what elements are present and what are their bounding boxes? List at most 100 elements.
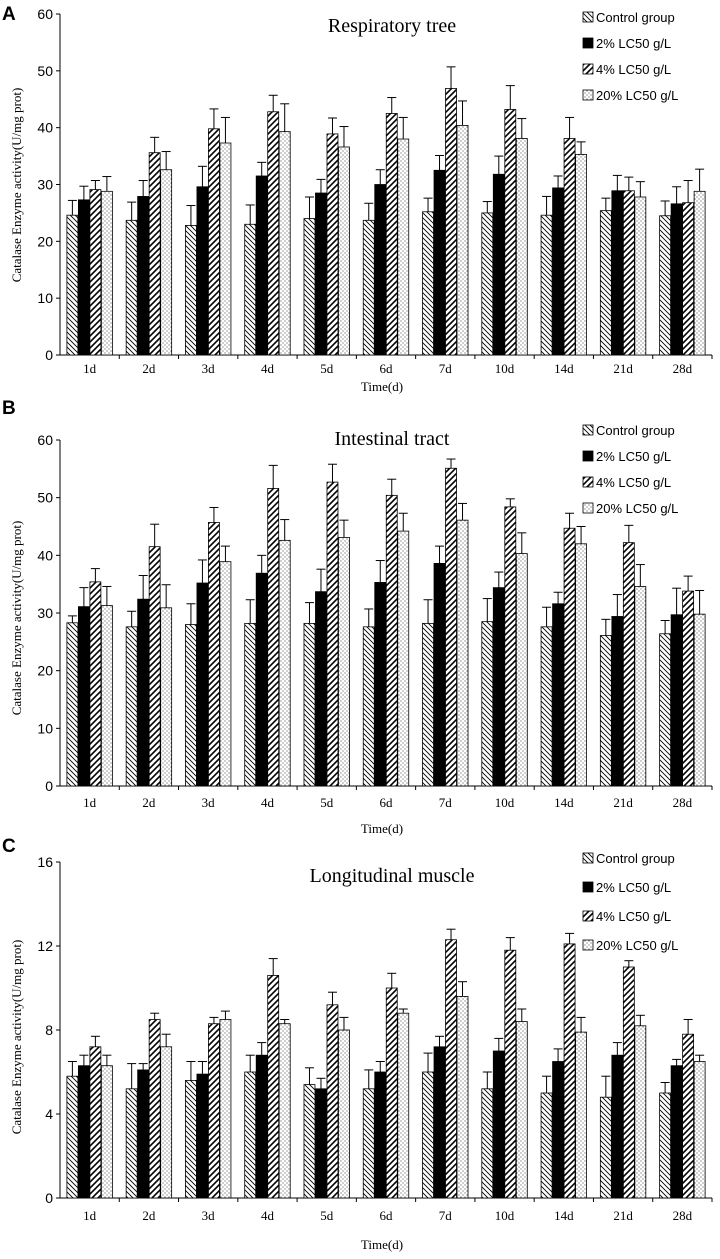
x-tick-label: 7d: [439, 1208, 453, 1223]
y-axis-label: Catalase Enzyme activity(U/mg prot): [9, 521, 24, 716]
bar-diagonal-left: [125, 626, 138, 787]
bar-diagonal-right: [622, 190, 635, 356]
bar-dots: [575, 153, 587, 356]
bar-solid: [670, 614, 683, 787]
bar-diagonal-right: [504, 949, 517, 1199]
bar-dots: [160, 169, 173, 356]
legend-label: Control group: [596, 10, 675, 25]
bar-dots: [634, 586, 647, 787]
legend-label: Control group: [596, 423, 675, 438]
x-tick-label: 7d: [439, 361, 453, 376]
bar-solid: [137, 196, 150, 356]
bar-layer: [66, 66, 706, 356]
bar-dots: [338, 537, 350, 787]
bar-diagonal-left: [599, 210, 612, 356]
y-axis-label: Catalase Enzyme activity(U/mg prot): [9, 940, 24, 1135]
x-tick-label: 1d: [83, 1208, 97, 1223]
bar-dots: [219, 561, 232, 787]
bar-diagonal-left: [422, 1071, 434, 1199]
x-tick-label: 21d: [613, 1208, 633, 1223]
bar-diagonal-right: [682, 202, 695, 356]
bar-dots: [693, 190, 706, 356]
x-tick-label: 5d: [320, 1208, 334, 1223]
bar-diagonal-left: [125, 1088, 138, 1199]
x-tick-label: 4d: [261, 1208, 275, 1223]
bar-diagonal-right: [682, 1033, 695, 1199]
bar-diagonal-left: [599, 1096, 612, 1199]
bar-solid: [670, 203, 683, 356]
bar-diagonal-left: [540, 626, 553, 787]
panel-label: C: [2, 836, 16, 857]
bar-dots: [338, 146, 350, 356]
bar-diagonal-left: [303, 622, 316, 787]
bar-diagonal-right: [504, 506, 517, 787]
bar-diagonal-right: [267, 111, 280, 356]
bar-diagonal-left: [244, 223, 257, 356]
bar-dots: [219, 142, 232, 356]
chart-title: Intestinal tract: [335, 428, 450, 450]
bar-solid: [255, 175, 268, 356]
x-tick-label: 21d: [613, 361, 633, 376]
x-tick-label: 3d: [202, 1208, 216, 1223]
x-tick-label: 28d: [673, 1208, 693, 1223]
legend-label: 20% LC50 g/L: [596, 938, 678, 953]
axes: 0 4 8 12 16 1d 2d 3d 4d 5d 6d 7d 10d 14d 21d 28d: [37, 854, 713, 1223]
bar-diagonal-right: [445, 88, 457, 356]
bar-solid: [492, 587, 505, 787]
x-tick-label: 7d: [439, 795, 453, 810]
y-tick-label: 16: [37, 854, 53, 870]
bar-dots: [100, 190, 113, 356]
y-tick-label: 10: [37, 720, 53, 736]
bar-dots: [160, 1046, 173, 1199]
y-tick-label: 30: [37, 605, 53, 621]
bar-diagonal-left: [244, 1071, 257, 1199]
legend-label: 4% LC50 g/L: [596, 475, 671, 490]
x-tick-label: 2d: [142, 795, 156, 810]
bar-solid: [77, 1065, 90, 1199]
legend-swatch: [582, 424, 594, 436]
bar-diagonal-right: [622, 966, 635, 1199]
bar-diagonal-right: [89, 1046, 102, 1199]
x-tick-label: 4d: [261, 795, 275, 810]
panel-c: C Longitudinal muscle Time(d) Catalase E…: [2, 836, 713, 1252]
x-tick-label: 10d: [495, 1208, 515, 1223]
bar-dots: [634, 1025, 647, 1199]
y-tick-label: 40: [37, 120, 53, 136]
legend-swatch: [582, 852, 594, 864]
bar-diagonal-right: [445, 467, 457, 787]
y-tick-label: 0: [45, 347, 53, 363]
bar-dots: [515, 553, 528, 787]
x-tick-label: 1d: [83, 795, 97, 810]
bar-solid: [315, 591, 327, 787]
bar-diagonal-right: [208, 128, 220, 356]
bar-diagonal-left: [659, 1092, 672, 1199]
bar-solid: [196, 1073, 209, 1199]
legend-label: 20% LC50 g/L: [596, 88, 678, 103]
bar-diagonal-left: [244, 622, 257, 787]
bar-diagonal-left: [540, 214, 553, 356]
bar-dots: [456, 519, 469, 787]
bar-diagonal-left: [659, 215, 672, 356]
bar-dots: [575, 543, 587, 787]
y-tick-label: 10: [37, 290, 53, 306]
bar-solid: [315, 192, 327, 356]
x-axis-label: Time(d): [361, 1237, 403, 1252]
chart-title: Respiratory tree: [328, 15, 456, 37]
bar-diagonal-right: [563, 138, 576, 356]
bar-dots: [397, 138, 410, 356]
chart-title: Longitudinal muscle: [310, 865, 475, 887]
bar-diagonal-right: [385, 113, 398, 356]
bar-solid: [492, 173, 505, 356]
x-tick-label: 2d: [142, 1208, 156, 1223]
x-tick-label: 10d: [495, 361, 515, 376]
bar-diagonal-right: [563, 527, 576, 787]
bar-dots: [575, 1031, 587, 1199]
bar-diagonal-right: [385, 987, 398, 1199]
bar-diagonal-right: [445, 939, 457, 1199]
x-tick-label: 1d: [83, 361, 97, 376]
bar-solid: [611, 1054, 624, 1199]
y-tick-label: 60: [37, 432, 53, 448]
x-tick-label: 14d: [554, 361, 574, 376]
bar-solid: [374, 1071, 387, 1199]
